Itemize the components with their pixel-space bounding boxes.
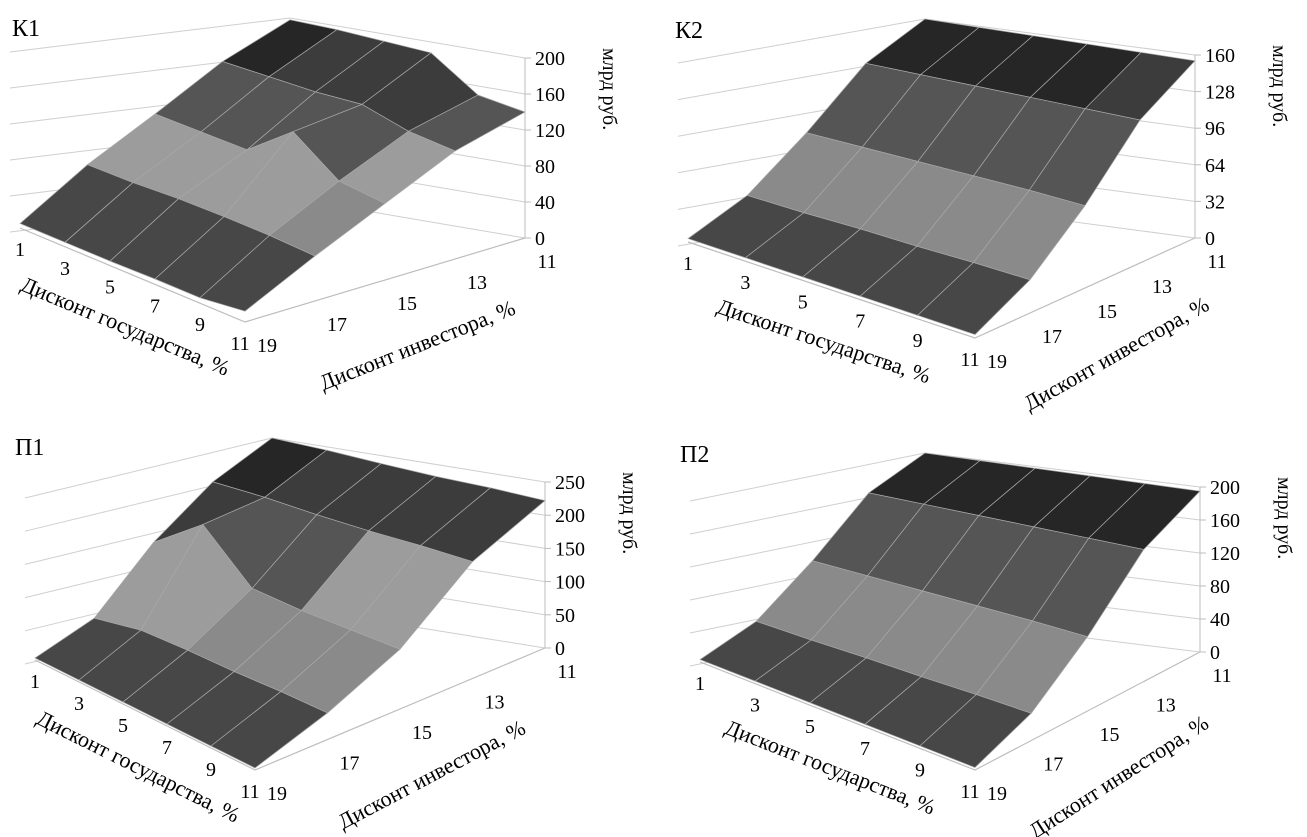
investor-tick-label: 15 — [412, 722, 432, 744]
investor-tick-label: 17 — [340, 753, 360, 775]
investor-tick-label: 13 — [1156, 695, 1176, 717]
z-tick-label: 40 — [1210, 609, 1230, 631]
government-tick-label: 9 — [913, 330, 923, 352]
z-tick-label: 0 — [1210, 642, 1220, 664]
z-tick-label: 0 — [1205, 228, 1215, 250]
z-axis-label: млрд руб. — [618, 472, 640, 554]
government-tick-label: 3 — [60, 258, 70, 280]
investor-tick-label: 15 — [1100, 724, 1120, 746]
investor-tick-label: 15 — [1097, 301, 1117, 323]
government-tick-label: 9 — [206, 759, 216, 781]
z-tick-label: 160 — [1210, 510, 1240, 532]
investor-tick-label: 11 — [1207, 251, 1226, 273]
investor-tick-label: 11 — [537, 251, 556, 273]
z-tick-label: 160 — [535, 84, 565, 106]
z-tick-label: 150 — [555, 538, 585, 560]
government-tick-label: 3 — [740, 272, 750, 294]
investor-tick-label: 13 — [1152, 276, 1172, 298]
z-tick-label: 80 — [1210, 576, 1230, 598]
investor-tick-label: 19 — [267, 783, 287, 805]
investor-tick-label: 11 — [557, 661, 576, 683]
government-tick-label: 11 — [240, 781, 259, 803]
z-tick-label: 128 — [1205, 82, 1235, 104]
z-tick-label: 250 — [555, 472, 585, 494]
government-tick-label: 1 — [15, 239, 25, 261]
chart-title: П2 — [680, 442, 709, 468]
chart-title: П1 — [15, 435, 44, 461]
z-tick-label: 200 — [1210, 477, 1240, 499]
chart-title: К2 — [675, 18, 703, 44]
government-tick-label: 9 — [195, 314, 205, 336]
chart-title: К1 — [12, 16, 40, 42]
investor-tick-label: 13 — [467, 272, 487, 294]
government-tick-label: 3 — [74, 693, 84, 715]
y-axis-title: Дисконт инвестора, % — [316, 295, 519, 395]
z-tick-label: 0 — [555, 638, 565, 660]
government-tick-label: 1 — [30, 671, 40, 693]
government-tick-label: 7 — [855, 311, 865, 333]
z-axis-label: млрд руб. — [1273, 477, 1295, 559]
government-tick-label: 7 — [162, 737, 172, 759]
investor-tick-label: 19 — [987, 783, 1007, 805]
government-tick-label: 7 — [860, 738, 870, 760]
z-tick-label: 32 — [1205, 191, 1225, 213]
investor-tick-label: 13 — [485, 692, 505, 714]
surface — [687, 18, 1196, 335]
surface-cell — [210, 691, 329, 769]
government-tick-label: 5 — [805, 716, 815, 738]
government-tick-label: 5 — [118, 715, 128, 737]
government-tick-label: 11 — [230, 333, 249, 355]
z-tick-label: 40 — [535, 192, 555, 214]
floor-axis — [699, 651, 1201, 771]
gridline — [9, 17, 526, 59]
government-tick-label: 3 — [750, 695, 760, 717]
floor-axis — [687, 237, 1196, 339]
z-tick-label: 120 — [1210, 543, 1240, 565]
government-tick-label: 1 — [695, 673, 705, 695]
surface-cell — [919, 694, 1032, 768]
z-tick-label: 96 — [1205, 118, 1225, 140]
z-tick-label: 120 — [535, 120, 565, 142]
z-tick-label: 80 — [535, 156, 555, 178]
floor-axis — [34, 647, 546, 771]
investor-tick-label: 19 — [987, 351, 1007, 373]
surface — [19, 19, 526, 312]
government-tick-label: 1 — [683, 253, 693, 275]
government-tick-label: 7 — [150, 295, 160, 317]
investor-tick-label: 15 — [397, 293, 417, 315]
z-tick-label: 200 — [535, 48, 565, 70]
government-tick-label: 5 — [798, 291, 808, 313]
z-tick-label: 0 — [535, 228, 545, 250]
z-tick-label: 100 — [555, 572, 585, 594]
surface-cell — [199, 234, 316, 312]
investor-tick-label: 19 — [257, 335, 277, 357]
z-tick-label: 160 — [1205, 45, 1235, 67]
z-axis-label: млрд руб. — [1268, 45, 1290, 127]
floor-axis — [19, 227, 526, 323]
government-tick-label: 11 — [960, 781, 979, 803]
investor-tick-label: 11 — [1212, 665, 1231, 687]
z-tick-label: 200 — [555, 505, 585, 527]
z-tick-label: 64 — [1205, 155, 1225, 177]
surface — [699, 452, 1201, 768]
surface-cell — [916, 262, 1031, 335]
z-axis-label: млрд руб. — [598, 48, 620, 130]
investor-tick-label: 17 — [327, 314, 347, 336]
investor-tick-label: 17 — [1043, 754, 1063, 776]
government-tick-label: 11 — [960, 349, 979, 371]
investor-tick-label: 17 — [1042, 326, 1062, 348]
z-tick-label: 50 — [555, 605, 575, 627]
government-tick-label: 9 — [915, 759, 925, 781]
government-tick-label: 5 — [105, 277, 115, 299]
surface — [34, 437, 546, 769]
